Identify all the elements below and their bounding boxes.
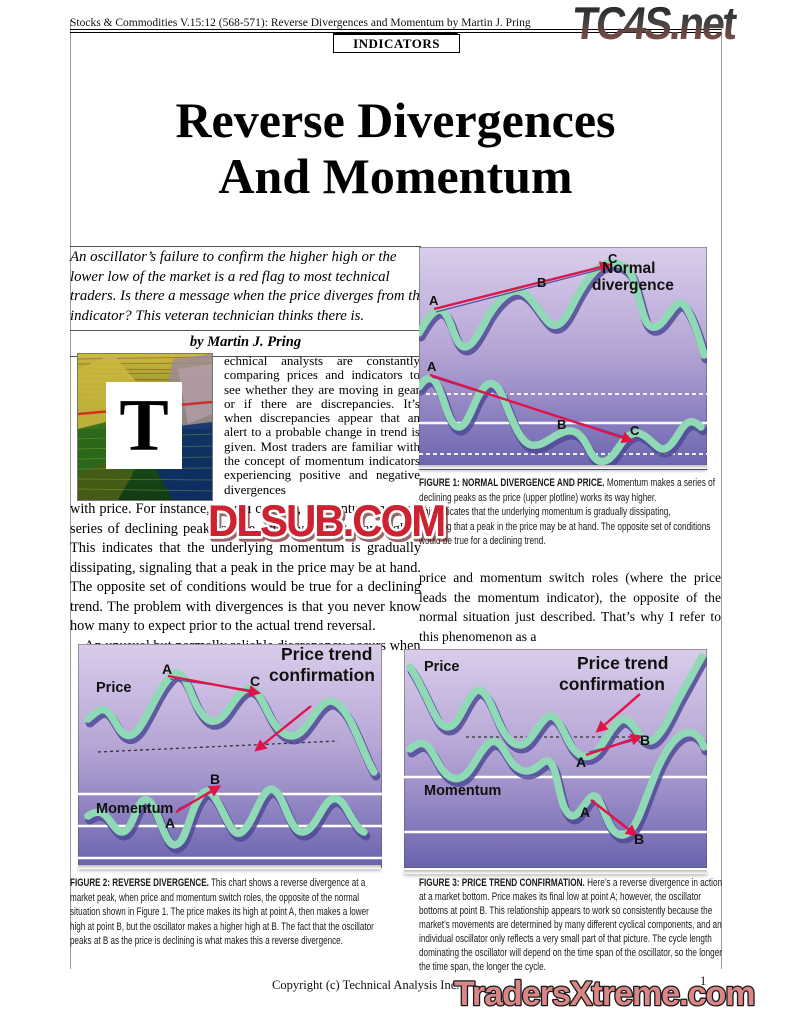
svg-text:confirmation: confirmation (269, 665, 375, 685)
svg-text:B: B (210, 771, 220, 787)
svg-text:Price: Price (96, 680, 131, 696)
svg-text:C: C (630, 423, 640, 438)
svg-text:confirmation: confirmation (559, 674, 665, 694)
svg-text:Momentum: Momentum (96, 801, 173, 817)
svg-text:A: A (165, 815, 175, 831)
svg-text:TradersXtreme.com: TradersXtreme.com (454, 975, 755, 1013)
svg-text:B: B (634, 831, 644, 847)
svg-text:divergence: divergence (592, 277, 674, 294)
svg-text:Normal: Normal (602, 260, 655, 277)
svg-text:A: A (580, 804, 590, 820)
svg-text:B: B (537, 275, 546, 290)
svg-text:A: A (162, 661, 172, 677)
svg-text:Momentum: Momentum (424, 783, 501, 799)
svg-text:A: A (427, 359, 437, 374)
svg-text:DLSUB.COM: DLSUB.COM (208, 497, 444, 546)
svg-text:A: A (429, 293, 439, 308)
svg-text:C: C (250, 673, 260, 689)
svg-text:Price: Price (424, 659, 459, 675)
svg-text:Price trend: Price trend (281, 644, 372, 664)
svg-text:TC4S.net: TC4S.net (570, 0, 739, 49)
svg-text:B: B (640, 732, 650, 748)
svg-text:Price trend: Price trend (577, 653, 668, 673)
svg-text:B: B (557, 417, 566, 432)
svg-text:A: A (576, 754, 586, 770)
